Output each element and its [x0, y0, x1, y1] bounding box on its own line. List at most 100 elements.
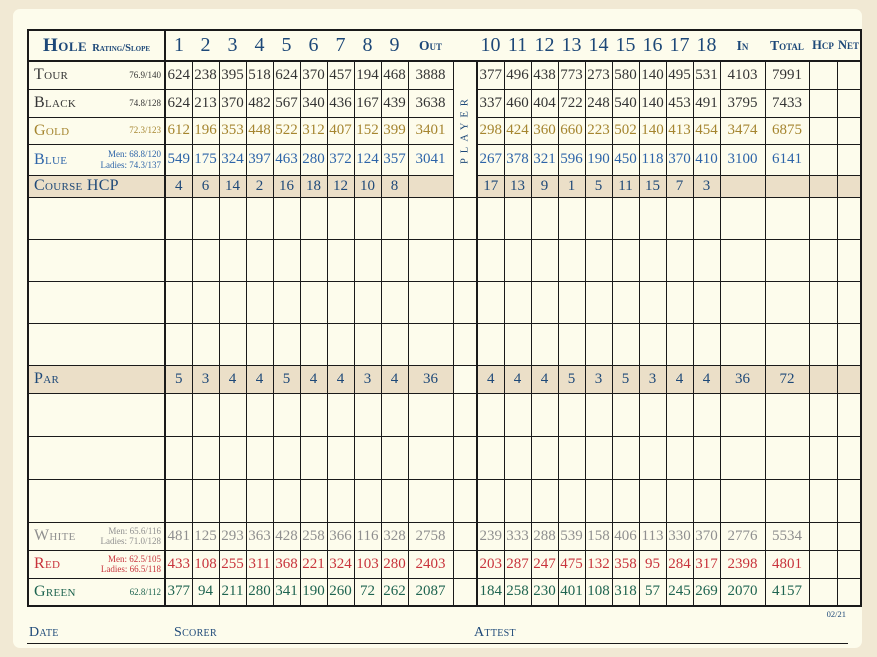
blank-cell-open-1-hole-14[interactable]: [584, 196, 613, 240]
blank-cell-open-4-hole-2[interactable]: [191, 322, 220, 366]
blank-label-cell[interactable]: [27, 196, 166, 240]
blank-cell-open-4-hole-16[interactable]: [638, 322, 667, 366]
blank-cell-open-4-hole-3[interactable]: [218, 322, 247, 366]
blank-cell-open-1-hole-1[interactable]: [164, 196, 193, 240]
blank-cell-open-2-hcp[interactable]: [808, 238, 838, 282]
blank-cell-open-5-hole-9[interactable]: [380, 392, 409, 437]
blank-cell-open-7-hole-16[interactable]: [638, 478, 667, 523]
blank-cell-open-6-hole-18[interactable]: [692, 435, 721, 480]
blank-cell-open-3-hole-6[interactable]: [299, 280, 328, 324]
blank-cell-open-1-hole-11[interactable]: [503, 196, 532, 240]
blank-cell-open-1-player[interactable]: [452, 196, 478, 240]
blank-cell-open-7-hole-10[interactable]: [476, 478, 505, 523]
blank-cell-open-2-hole-5[interactable]: [272, 238, 301, 282]
blank-cell-open-7-hole-1[interactable]: [164, 478, 193, 523]
blank-cell-open-2-hole-8[interactable]: [353, 238, 382, 282]
blank-cell-open-6-hole-2[interactable]: [191, 435, 220, 480]
blank-cell-open-3-out[interactable]: [407, 280, 454, 324]
blank-cell-open-1-hole-16[interactable]: [638, 196, 667, 240]
blank-cell-open-4-hole-4[interactable]: [245, 322, 274, 366]
blank-cell-open-4-hole-1[interactable]: [164, 322, 193, 366]
blank-cell-open-5-hole-14[interactable]: [584, 392, 613, 437]
blank-cell-open-3-hole-13[interactable]: [557, 280, 586, 324]
blank-cell-open-4-hole-14[interactable]: [584, 322, 613, 366]
blank-cell-open-6-in[interactable]: [719, 435, 766, 480]
blank-cell-open-4-hole-18[interactable]: [692, 322, 721, 366]
blank-cell-open-3-hcp[interactable]: [808, 280, 838, 324]
blank-label-cell[interactable]: [27, 280, 166, 324]
blank-cell-open-6-hole-5[interactable]: [272, 435, 301, 480]
blank-cell-open-3-hole-16[interactable]: [638, 280, 667, 324]
blank-cell-open-7-hole-11[interactable]: [503, 478, 532, 523]
blank-cell-open-6-hole-12[interactable]: [530, 435, 559, 480]
blank-cell-open-1-hole-8[interactable]: [353, 196, 382, 240]
blank-cell-open-4-hole-11[interactable]: [503, 322, 532, 366]
blank-cell-open-3-hole-2[interactable]: [191, 280, 220, 324]
blank-cell-open-7-hole-12[interactable]: [530, 478, 559, 523]
blank-cell-open-5-hole-7[interactable]: [326, 392, 355, 437]
blank-cell-open-4-total[interactable]: [764, 322, 810, 366]
blank-label-cell[interactable]: [27, 478, 166, 523]
blank-cell-open-5-hole-1[interactable]: [164, 392, 193, 437]
blank-cell-open-7-total[interactable]: [764, 478, 810, 523]
blank-cell-open-3-net[interactable]: [836, 280, 862, 324]
blank-cell-open-4-hole-9[interactable]: [380, 322, 409, 366]
blank-cell-open-5-hole-8[interactable]: [353, 392, 382, 437]
blank-cell-open-7-hole-14[interactable]: [584, 478, 613, 523]
blank-label-cell[interactable]: [27, 238, 166, 282]
blank-cell-open-4-hole-6[interactable]: [299, 322, 328, 366]
blank-cell-open-7-hcp[interactable]: [808, 478, 838, 523]
blank-cell-open-7-hole-2[interactable]: [191, 478, 220, 523]
blank-cell-open-5-player[interactable]: [452, 392, 478, 437]
blank-label-cell[interactable]: [27, 392, 166, 437]
blank-cell-open-3-hole-17[interactable]: [665, 280, 694, 324]
blank-cell-open-6-hole-16[interactable]: [638, 435, 667, 480]
blank-cell-open-4-player[interactable]: [452, 322, 478, 366]
blank-cell-open-6-net[interactable]: [836, 435, 862, 480]
blank-cell-open-6-hole-17[interactable]: [665, 435, 694, 480]
blank-cell-open-2-hole-15[interactable]: [611, 238, 640, 282]
blank-cell-open-7-hole-6[interactable]: [299, 478, 328, 523]
blank-cell-open-6-hole-13[interactable]: [557, 435, 586, 480]
blank-cell-open-2-hole-17[interactable]: [665, 238, 694, 282]
blank-cell-open-4-hcp[interactable]: [808, 322, 838, 366]
blank-cell-open-4-hole-15[interactable]: [611, 322, 640, 366]
blank-cell-open-5-hole-11[interactable]: [503, 392, 532, 437]
blank-cell-open-5-hole-13[interactable]: [557, 392, 586, 437]
blank-cell-open-5-total[interactable]: [764, 392, 810, 437]
blank-cell-open-7-in[interactable]: [719, 478, 766, 523]
blank-cell-open-6-hole-11[interactable]: [503, 435, 532, 480]
blank-label-cell[interactable]: [27, 435, 166, 480]
blank-cell-open-3-hole-15[interactable]: [611, 280, 640, 324]
blank-cell-open-5-hole-3[interactable]: [218, 392, 247, 437]
blank-cell-open-1-hole-5[interactable]: [272, 196, 301, 240]
blank-cell-open-6-total[interactable]: [764, 435, 810, 480]
blank-cell-open-1-hole-15[interactable]: [611, 196, 640, 240]
blank-cell-open-1-hole-4[interactable]: [245, 196, 274, 240]
blank-cell-open-6-hcp[interactable]: [808, 435, 838, 480]
blank-cell-open-7-hole-8[interactable]: [353, 478, 382, 523]
blank-cell-open-4-net[interactable]: [836, 322, 862, 366]
blank-cell-open-2-hole-13[interactable]: [557, 238, 586, 282]
blank-cell-open-2-hole-18[interactable]: [692, 238, 721, 282]
blank-cell-open-2-hole-10[interactable]: [476, 238, 505, 282]
blank-cell-open-2-hole-9[interactable]: [380, 238, 409, 282]
blank-cell-open-3-hole-9[interactable]: [380, 280, 409, 324]
blank-cell-open-3-hole-11[interactable]: [503, 280, 532, 324]
blank-cell-open-7-hole-15[interactable]: [611, 478, 640, 523]
blank-cell-open-1-hole-12[interactable]: [530, 196, 559, 240]
blank-cell-open-5-hole-15[interactable]: [611, 392, 640, 437]
blank-cell-open-1-hole-2[interactable]: [191, 196, 220, 240]
blank-cell-open-7-out[interactable]: [407, 478, 454, 523]
blank-cell-open-2-hole-12[interactable]: [530, 238, 559, 282]
blank-cell-open-6-hole-15[interactable]: [611, 435, 640, 480]
blank-cell-open-1-hcp[interactable]: [808, 196, 838, 240]
blank-cell-open-5-hole-6[interactable]: [299, 392, 328, 437]
blank-cell-open-5-hole-16[interactable]: [638, 392, 667, 437]
blank-cell-open-7-hole-7[interactable]: [326, 478, 355, 523]
blank-cell-open-5-hole-4[interactable]: [245, 392, 274, 437]
blank-cell-open-1-total[interactable]: [764, 196, 810, 240]
blank-cell-open-4-hole-12[interactable]: [530, 322, 559, 366]
blank-cell-open-5-hole-2[interactable]: [191, 392, 220, 437]
blank-cell-open-4-hole-17[interactable]: [665, 322, 694, 366]
